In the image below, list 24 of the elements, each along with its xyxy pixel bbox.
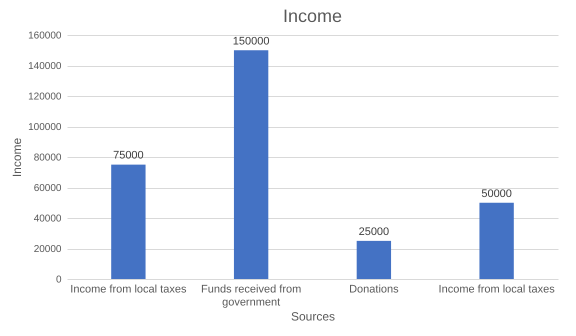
- bar: [234, 50, 268, 279]
- y-tick-label: 140000: [28, 61, 62, 72]
- y-tick-label: 20000: [34, 244, 62, 255]
- bar: [111, 164, 146, 279]
- data-label: 75000: [113, 150, 144, 162]
- y-tick-label: 160000: [28, 30, 62, 42]
- y-axis-title: Income: [10, 138, 24, 178]
- y-tick-label: 0: [56, 274, 62, 286]
- data-label: 150000: [232, 35, 270, 48]
- y-tick-label: 40000: [34, 214, 62, 224]
- chart-title: Income: [282, 6, 342, 26]
- x-tick-label: Income from local taxes: [70, 284, 187, 296]
- y-tick-label: 120000: [28, 92, 62, 102]
- x-axis-title: Sources: [290, 310, 336, 324]
- data-label: 50000: [481, 188, 512, 200]
- x-tick-label: Funds received from government: [200, 284, 302, 308]
- data-label: 25000: [358, 226, 390, 238]
- x-tick-label: Donations: [349, 284, 400, 296]
- bar: [479, 202, 514, 279]
- x-tick-label: Income from local taxes: [438, 284, 556, 296]
- y-tick-label: 80000: [34, 152, 62, 164]
- y-tick-label: 100000: [28, 122, 62, 133]
- y-tick-label: 60000: [34, 183, 62, 194]
- bar: [356, 240, 392, 279]
